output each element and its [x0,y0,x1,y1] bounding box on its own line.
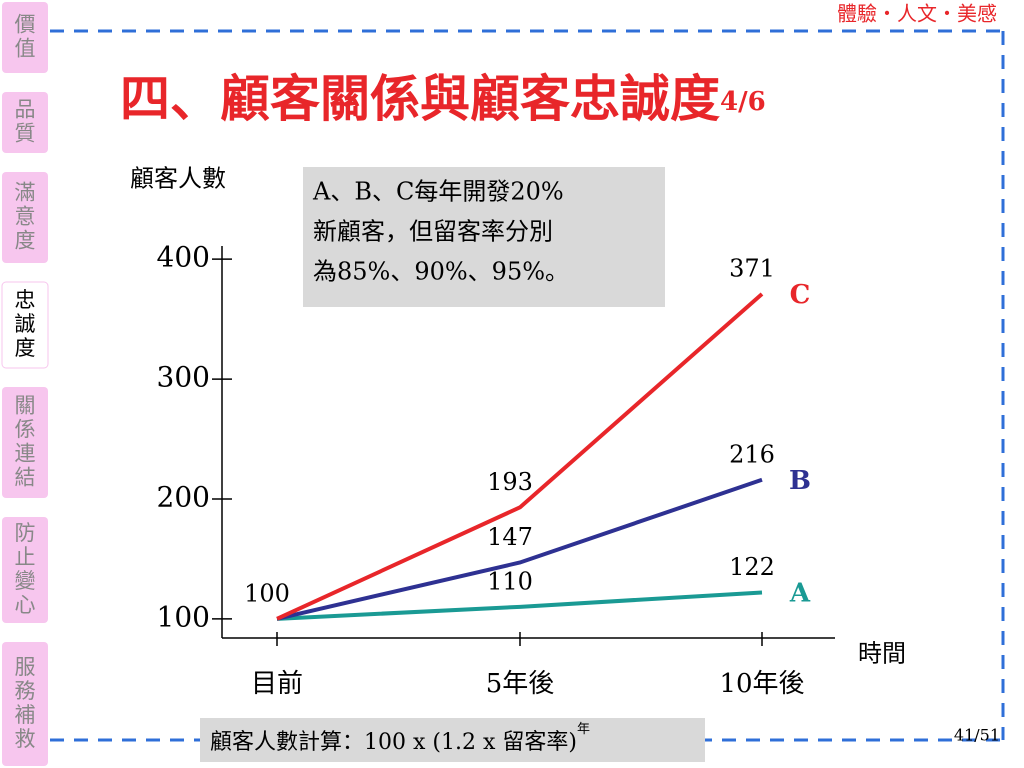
series-label: A [789,578,811,608]
data-label: 100 [244,579,290,607]
nav-label[interactable]: 係 [15,418,36,442]
nav-tab[interactable] [2,2,48,73]
formula-exponent: 年 [577,722,590,737]
nav-label[interactable]: 關 [15,394,36,418]
y-tick-label: 300 [157,361,210,394]
nav-label[interactable]: 誠 [15,312,36,336]
note-box [303,167,665,307]
title-suffix: 4/6 [720,87,766,117]
x-tick-label: 目前 [251,669,303,699]
nav-label[interactable]: 意 [15,205,36,229]
nav-label[interactable]: 忠 [15,288,36,312]
series-label: B [789,466,811,496]
nav-label[interactable]: 度 [15,229,36,253]
data-label: 216 [729,440,775,468]
nav-tab[interactable] [2,172,48,263]
series-line [276,477,763,621]
data-label: 110 [487,567,533,595]
nav-tab[interactable] [2,92,48,153]
note-line: A、B、C每年開發20% [312,178,564,206]
nav-label[interactable]: 服 [15,655,36,679]
y-axis-title: 顧客人數 [130,165,226,193]
nav-label[interactable]: 防 [15,521,36,545]
nav-label[interactable]: 滿 [15,181,36,205]
data-label: 193 [487,468,533,496]
nav-label[interactable]: 變 [15,569,36,593]
nav-item[interactable]: 價值 [2,2,48,73]
note-line: 新顧客，但留客率分別 [313,218,553,246]
data-label: 122 [729,553,775,581]
data-label: 147 [487,523,533,551]
page-number: 41/51 [954,726,1000,745]
nav-label[interactable]: 連 [15,442,36,466]
nav-label[interactable]: 補 [15,703,36,727]
y-tick-label: 400 [157,241,210,274]
series-label: C [790,280,811,310]
tagline: 體驗・人文・美感 [837,2,997,26]
title-main: 四、顧客關係與顧客忠誠度 [120,69,720,128]
formula: 顧客人數計算：100 x (1.2 x 留客率)年 [210,722,590,756]
nav-label[interactable]: 心 [15,593,36,617]
nav-label[interactable]: 值 [15,37,36,61]
formula-box [200,718,705,762]
nav-item[interactable]: 品質 [2,92,48,153]
note-line: 為85%、90%、95%。 [313,258,569,286]
x-tick-label: 10年後 [719,669,804,699]
x-tick-label: 5年後 [486,669,555,699]
nav-label[interactable]: 價 [15,13,36,37]
y-tick-label: 200 [157,480,210,513]
nav-item[interactable]: 忠誠度 [1,281,49,369]
data-label: 371 [729,254,775,282]
x-axis-title: 時間 [858,640,906,668]
nav-tab[interactable] [2,517,48,623]
nav-label[interactable]: 度 [15,336,36,360]
nav-label[interactable]: 止 [15,545,36,569]
nav-tab[interactable] [1,281,49,369]
slide-title: 四、顧客關係與顧客忠誠度4/6 [120,69,766,128]
nav-tab[interactable] [2,642,48,766]
nav-label[interactable]: 質 [15,122,36,146]
nav-label[interactable]: 救 [15,727,36,751]
nav-item[interactable]: 滿意度 [2,172,48,263]
formula-text: 顧客人數計算：100 x (1.2 x 留客率) [210,730,577,755]
nav-label[interactable]: 務 [15,679,36,703]
nav-label[interactable]: 品 [15,98,36,122]
frame [50,29,1005,742]
y-tick-label: 100 [157,600,210,633]
series-line [276,590,763,621]
nav-label[interactable]: 結 [15,466,36,490]
series-line [276,292,764,621]
nav-tab[interactable] [2,387,48,498]
